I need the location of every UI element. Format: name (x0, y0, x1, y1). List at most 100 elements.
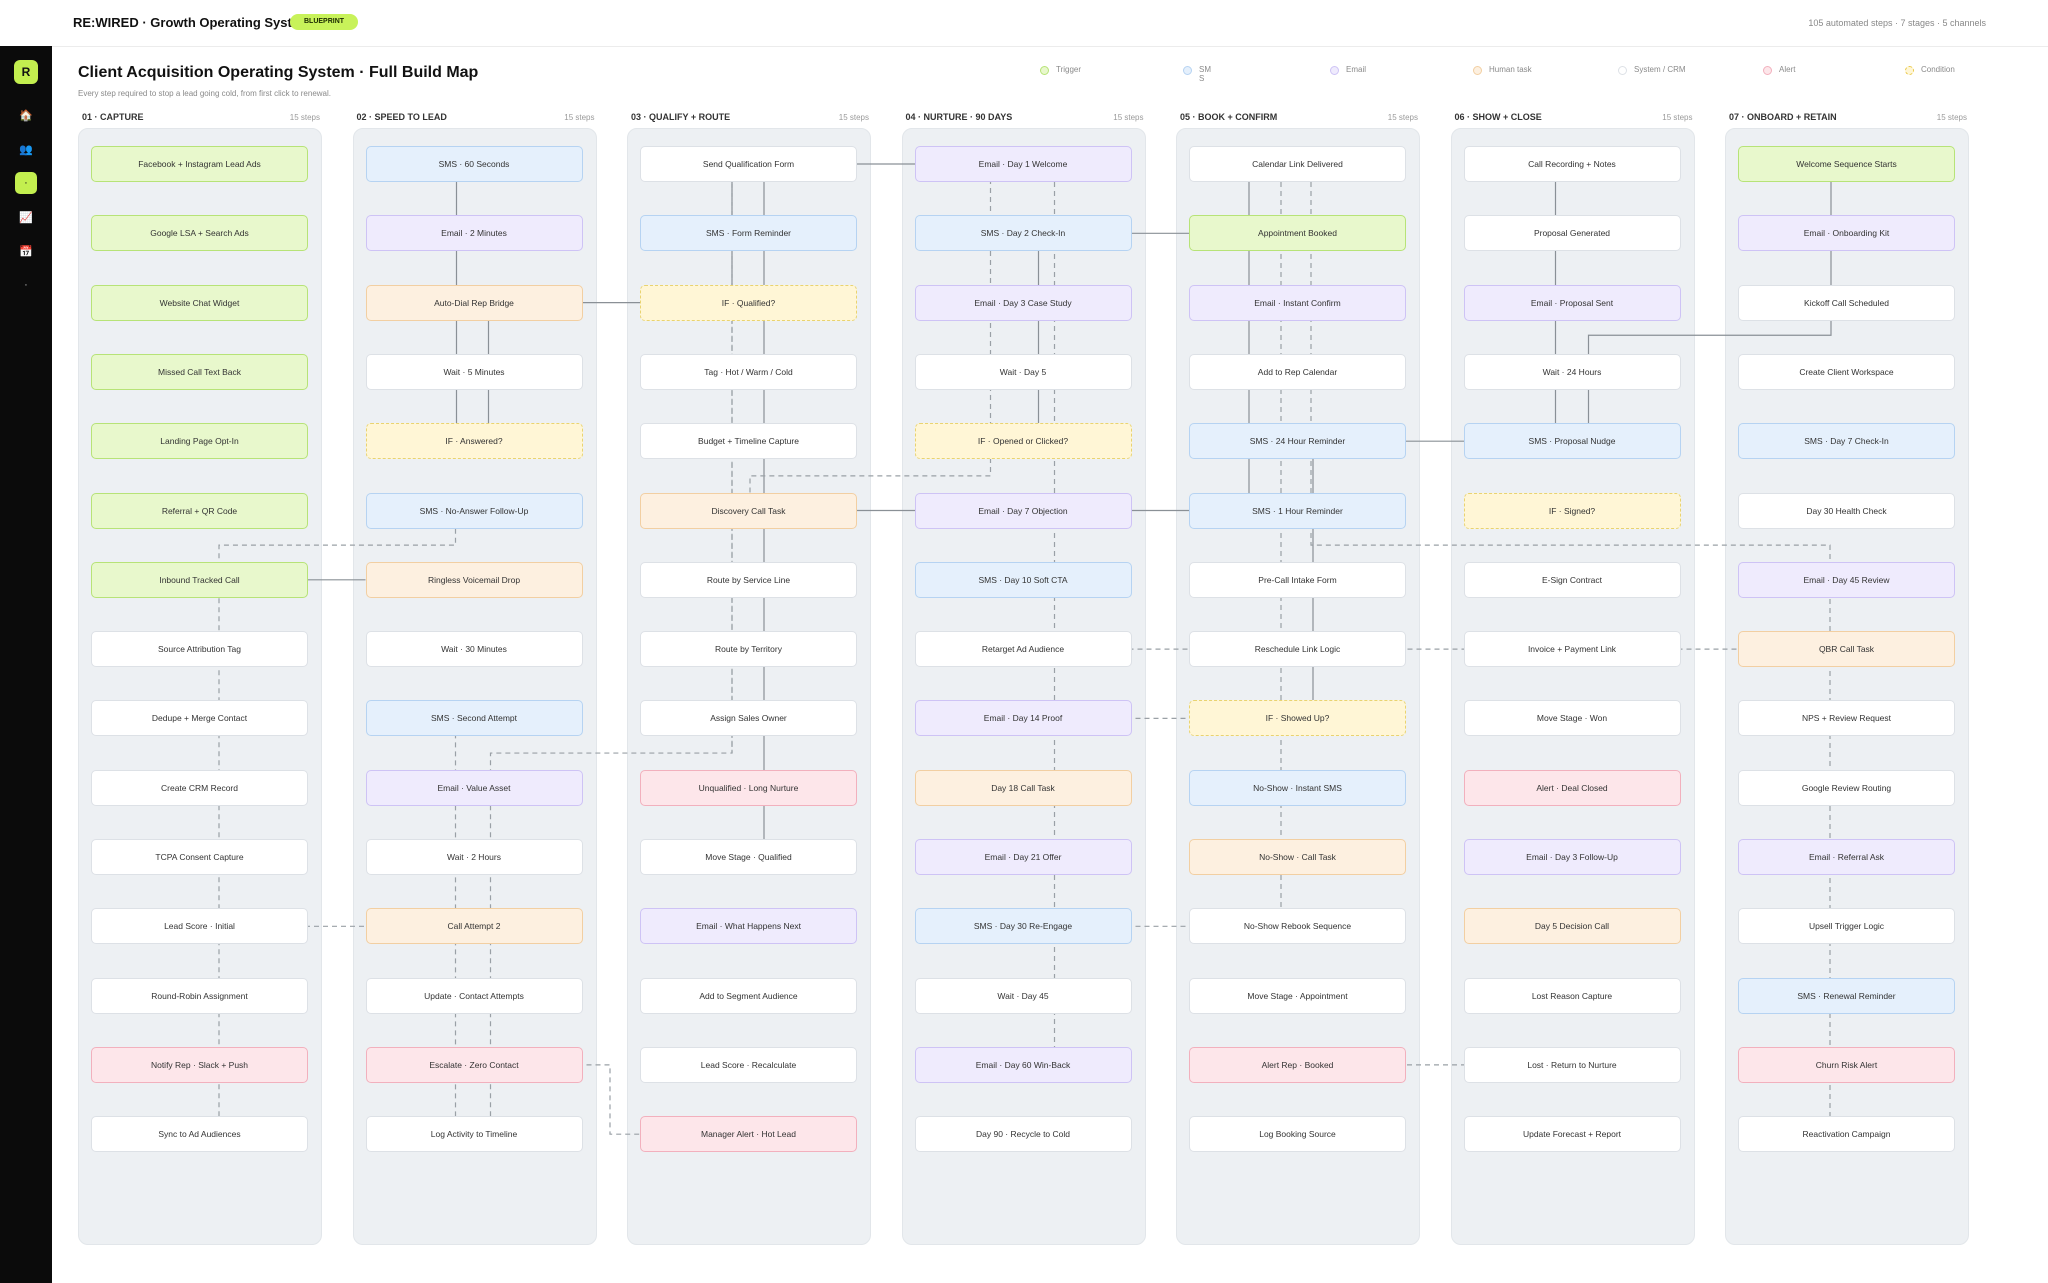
step-node-system[interactable]: Call Recording + Notes (1463, 146, 1681, 182)
step-node-email[interactable]: Email · Day 3 Case Study (914, 284, 1132, 321)
step-node-trigger[interactable]: Missed Call Text Back (91, 353, 308, 390)
step-node-sms[interactable]: SMS · Renewal Reminder (1738, 977, 1955, 1014)
step-node-cond[interactable]: IF · Qualified? (640, 284, 857, 321)
calendar-icon[interactable]: 📅 (19, 245, 33, 258)
step-node-trigger[interactable]: Inbound Tracked Call (91, 561, 308, 598)
step-node-email[interactable]: Email · Instant Confirm (1189, 284, 1406, 321)
step-node-email[interactable]: Email · What Happens Next (640, 908, 857, 945)
step-node-system[interactable]: Day 30 Health Check (1738, 492, 1955, 529)
step-node-system[interactable]: Tag · Hot / Warm / Cold (640, 353, 857, 390)
step-node-system[interactable]: NPS + Review Request (1738, 700, 1955, 737)
step-node-system[interactable]: Dedupe + Merge Contact (91, 700, 308, 737)
step-node-trigger[interactable]: Landing Page Opt-In (91, 423, 308, 460)
step-node-email[interactable]: Email · Day 45 Review (1738, 561, 1955, 598)
step-node-system[interactable]: TCPA Consent Capture (91, 839, 308, 875)
step-node-system[interactable]: Log Activity to Timeline (365, 1116, 583, 1153)
step-node-email[interactable]: Email · Onboarding Kit (1738, 215, 1955, 252)
step-node-system[interactable]: Upsell Trigger Logic (1738, 908, 1955, 945)
step-node-system[interactable]: Wait · Day 5 (914, 353, 1132, 390)
step-node-sms[interactable]: SMS · Proposal Nudge (1463, 423, 1681, 460)
step-node-alert[interactable]: Manager Alert · Hot Lead (640, 1116, 857, 1153)
step-node-email[interactable]: Email · Day 7 Objection (914, 492, 1132, 529)
step-node-human[interactable]: Ringless Voicemail Drop (365, 561, 583, 598)
step-node-system[interactable]: Calendar Link Delivered (1189, 146, 1406, 182)
step-node-system[interactable]: Add to Rep Calendar (1189, 353, 1406, 390)
step-node-email[interactable]: Email · Day 3 Follow-Up (1463, 839, 1681, 875)
step-node-system[interactable]: Lost · Return to Nurture (1463, 1046, 1681, 1083)
step-node-sms[interactable]: SMS · Day 2 Check-In (914, 215, 1132, 252)
step-node-system[interactable]: Wait · 2 Hours (365, 839, 583, 875)
step-node-trigger[interactable]: Website Chat Widget (91, 284, 308, 321)
step-node-cond[interactable]: IF · Answered? (365, 423, 583, 460)
step-node-system[interactable]: Move Stage · Won (1463, 700, 1681, 737)
step-node-human[interactable]: QBR Call Task (1738, 631, 1955, 668)
step-node-system[interactable]: Create Client Workspace (1738, 353, 1955, 390)
step-node-system[interactable]: Source Attribution Tag (91, 631, 308, 668)
step-node-system[interactable]: Lead Score · Initial (91, 908, 308, 945)
step-node-cond[interactable]: IF · Signed? (1463, 492, 1681, 529)
step-node-system[interactable]: Reactivation Campaign (1738, 1116, 1955, 1153)
step-node-sms[interactable]: SMS · Form Reminder (640, 215, 857, 252)
step-node-system[interactable]: Update · Contact Attempts (365, 977, 583, 1014)
step-node-trigger[interactable]: Welcome Sequence Starts (1738, 146, 1955, 182)
step-node-system[interactable]: Wait · 24 Hours (1463, 353, 1681, 390)
step-node-system[interactable]: Pre-Call Intake Form (1189, 561, 1406, 598)
step-node-system[interactable]: E-Sign Contract (1463, 561, 1681, 598)
step-node-system[interactable]: Retarget Ad Audience (914, 631, 1132, 668)
step-node-system[interactable]: Create CRM Record (91, 769, 308, 806)
step-node-sms[interactable]: SMS · Day 7 Check-In (1738, 423, 1955, 460)
step-node-system[interactable]: Route by Territory (640, 631, 857, 668)
step-node-system[interactable]: Assign Sales Owner (640, 700, 857, 737)
step-node-sms[interactable]: SMS · Day 10 Soft CTA (914, 561, 1132, 598)
step-node-system[interactable]: Route by Service Line (640, 561, 857, 598)
step-node-email[interactable]: Email · 2 Minutes (365, 215, 583, 252)
step-node-system[interactable]: Move Stage · Appointment (1189, 977, 1406, 1014)
step-node-alert[interactable]: Notify Rep · Slack + Push (91, 1046, 308, 1083)
step-node-system[interactable]: Invoice + Payment Link (1463, 631, 1681, 668)
step-node-alert[interactable]: Churn Risk Alert (1738, 1046, 1955, 1083)
step-node-system[interactable]: Kickoff Call Scheduled (1738, 284, 1955, 321)
step-node-human[interactable]: Discovery Call Task (640, 492, 857, 529)
step-node-system[interactable]: Round-Robin Assignment (91, 977, 308, 1014)
flow-icon[interactable]: · (15, 172, 37, 194)
step-node-alert[interactable]: Unqualified · Long Nurture (640, 769, 857, 806)
step-node-email[interactable]: Email · Proposal Sent (1463, 284, 1681, 321)
step-node-sms[interactable]: SMS · No-Answer Follow-Up (365, 492, 583, 529)
step-node-sms[interactable]: SMS · 24 Hour Reminder (1189, 423, 1406, 460)
step-node-human[interactable]: Day 5 Decision Call (1463, 908, 1681, 945)
step-node-system[interactable]: Lead Score · Recalculate (640, 1046, 857, 1083)
step-node-system[interactable]: Reschedule Link Logic (1189, 631, 1406, 668)
step-node-email[interactable]: Email · Day 21 Offer (914, 839, 1132, 875)
step-node-alert[interactable]: Alert Rep · Booked (1189, 1046, 1406, 1083)
step-node-cond[interactable]: IF · Opened or Clicked? (914, 423, 1132, 460)
users-icon[interactable]: 👥 (19, 143, 33, 156)
step-node-system[interactable]: Update Forecast + Report (1463, 1116, 1681, 1153)
step-node-system[interactable]: Wait · Day 45 (914, 977, 1132, 1014)
step-node-system[interactable]: Lost Reason Capture (1463, 977, 1681, 1014)
step-node-email[interactable]: Email · Referral Ask (1738, 839, 1955, 875)
step-node-email[interactable]: Email · Day 14 Proof (914, 700, 1132, 737)
logo-icon[interactable]: R (14, 60, 38, 84)
step-node-system[interactable]: Google Review Routing (1738, 769, 1955, 806)
step-node-alert[interactable]: Escalate · Zero Contact (365, 1046, 583, 1083)
step-node-system[interactable]: Wait · 5 Minutes (365, 353, 583, 390)
step-node-email[interactable]: Email · Day 1 Welcome (914, 146, 1132, 182)
chart-icon[interactable]: 📈 (19, 211, 33, 224)
home-icon[interactable]: 🏠 (19, 109, 33, 122)
step-node-sms[interactable]: SMS · 1 Hour Reminder (1189, 492, 1406, 529)
step-node-sms[interactable]: SMS · 60 Seconds (365, 146, 583, 182)
step-node-system[interactable]: Add to Segment Audience (640, 977, 857, 1014)
step-node-system[interactable]: Move Stage · Qualified (640, 839, 857, 875)
step-node-trigger[interactable]: Appointment Booked (1189, 215, 1406, 252)
step-node-email[interactable]: Email · Day 60 Win-Back (914, 1046, 1132, 1083)
step-node-trigger[interactable]: Facebook + Instagram Lead Ads (91, 146, 308, 182)
step-node-human[interactable]: No-Show · Call Task (1189, 839, 1406, 875)
step-node-cond[interactable]: IF · Showed Up? (1189, 700, 1406, 737)
step-node-system[interactable]: Proposal Generated (1463, 215, 1681, 252)
step-node-sms[interactable]: SMS · Day 30 Re-Engage (914, 908, 1132, 945)
step-node-system[interactable]: Budget + Timeline Capture (640, 423, 857, 460)
step-node-system[interactable]: Day 90 · Recycle to Cold (914, 1116, 1132, 1153)
step-node-system[interactable]: Log Booking Source (1189, 1116, 1406, 1153)
step-node-trigger[interactable]: Google LSA + Search Ads (91, 215, 308, 252)
step-node-human[interactable]: Auto-Dial Rep Bridge (365, 284, 583, 321)
